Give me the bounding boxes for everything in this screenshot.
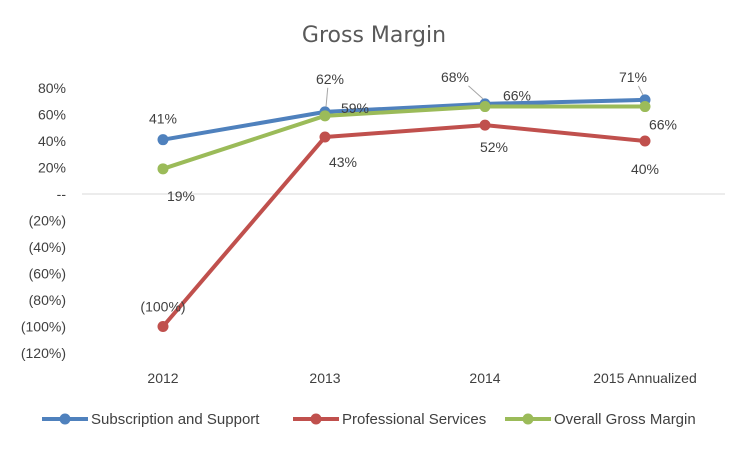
legend-label: Professional Services [342,411,486,428]
x-axis-ticks: 2012 2013 2014 2015 Annualized [147,370,696,386]
data-point [319,110,331,122]
x-tick-label: 2012 [147,370,178,386]
data-label: 52% [480,139,508,155]
y-tick-label: 60% [38,107,66,123]
y-tick-label: (60%) [29,266,66,282]
legend: Subscription and Support Professional Ser… [42,411,696,428]
series-points [157,94,651,332]
data-label: 66% [503,88,531,104]
data-point [639,101,651,113]
data-label: 68% [441,69,469,85]
legend-marker [59,413,71,425]
data-point [479,119,491,131]
data-label: 71% [619,69,647,85]
data-label: 19% [167,188,195,204]
legend-marker [522,413,534,425]
leader-line [637,85,644,96]
series-line [161,123,647,329]
series-line [161,97,647,142]
y-axis-ticks: 80% 60% 40% 20% -- (20%) (40%) (60%) (80%) (100%)… [21,80,66,361]
y-tick-label: (120%) [21,345,66,361]
y-tick-label: 80% [38,80,66,96]
data-label: (100%) [140,299,185,315]
data-point [157,321,169,332]
data-point [319,131,331,143]
leader-line [468,85,484,100]
legend-label: Overall Gross Margin [554,411,696,428]
series-line [161,104,647,171]
legend-marker [310,413,322,425]
y-tick-label: -- [57,186,67,202]
y-tick-label: (100%) [21,319,66,335]
data-label: 43% [329,154,357,170]
y-tick-label: (20%) [29,213,66,229]
data-label: 40% [631,161,659,177]
data-label: 66% [649,117,677,133]
data-point [157,163,169,175]
chart-title: Gross Margin [302,23,446,48]
data-point [157,134,169,146]
label-leader-lines [325,85,644,107]
data-label: 62% [316,71,344,87]
y-tick-label: (40%) [29,239,66,255]
data-point [639,135,651,147]
y-tick-label: (80%) [29,292,66,308]
series-lines [161,97,647,329]
data-label: 59% [341,100,369,116]
leader-line [325,87,329,107]
x-tick-label: 2015 Annualized [593,370,697,386]
y-tick-label: 40% [38,133,66,149]
y-tick-label: 20% [38,160,66,176]
data-labels: 41% 62% 68% 71% (100%) 43% 52% 40% 19% 59% 66% 66% [140,69,677,315]
data-point [479,101,491,113]
x-tick-label: 2014 [469,370,500,386]
data-label: 41% [149,111,177,127]
legend-label: Subscription and Support [91,411,260,428]
x-tick-label: 2013 [309,370,340,386]
